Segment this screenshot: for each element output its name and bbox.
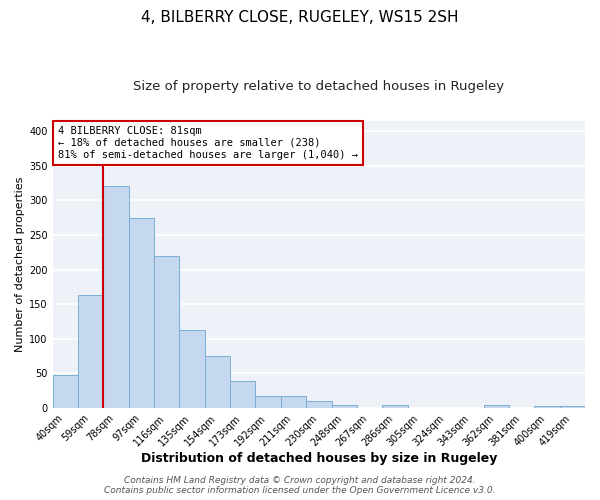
Bar <box>560 406 585 408</box>
Bar <box>281 396 306 408</box>
Text: 4 BILBERRY CLOSE: 81sqm
← 18% of detached houses are smaller (238)
81% of semi-d: 4 BILBERRY CLOSE: 81sqm ← 18% of detache… <box>58 126 358 160</box>
Title: Size of property relative to detached houses in Rugeley: Size of property relative to detached ho… <box>133 80 505 93</box>
Bar <box>154 256 179 408</box>
Text: Contains HM Land Registry data © Crown copyright and database right 2024.
Contai: Contains HM Land Registry data © Crown c… <box>104 476 496 495</box>
Bar <box>179 330 205 408</box>
Bar <box>103 186 129 408</box>
Bar <box>382 406 407 408</box>
Bar <box>332 404 357 408</box>
Bar <box>205 356 230 408</box>
Bar <box>484 406 509 408</box>
Bar <box>53 375 78 408</box>
Bar <box>256 396 281 408</box>
Bar <box>129 218 154 408</box>
Bar <box>78 295 103 408</box>
Bar <box>306 401 332 408</box>
Bar <box>535 406 560 408</box>
Text: 4, BILBERRY CLOSE, RUGELEY, WS15 2SH: 4, BILBERRY CLOSE, RUGELEY, WS15 2SH <box>141 10 459 25</box>
X-axis label: Distribution of detached houses by size in Rugeley: Distribution of detached houses by size … <box>140 452 497 465</box>
Y-axis label: Number of detached properties: Number of detached properties <box>15 176 25 352</box>
Bar <box>230 381 256 408</box>
